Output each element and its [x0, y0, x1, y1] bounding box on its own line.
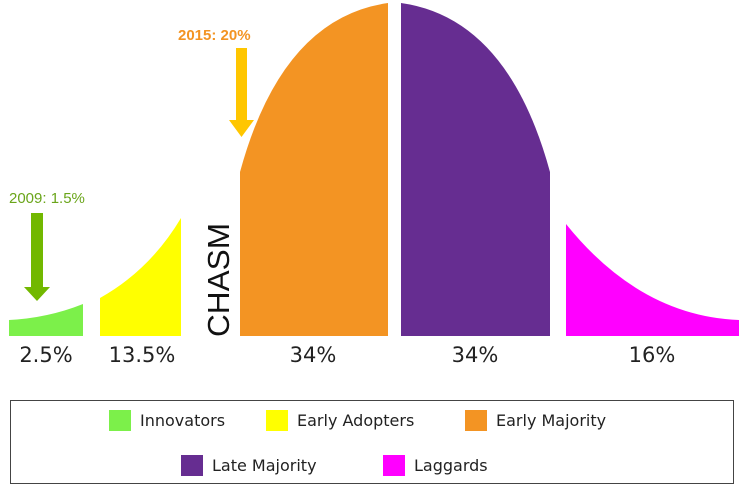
legend-label-innovators: Innovators — [140, 410, 226, 430]
percent-early-adopters: 13.5% — [109, 343, 176, 367]
legend-label-early-adopters: Early Adopters — [297, 410, 415, 430]
legend-item-early-majority: Early Majority — [465, 409, 606, 431]
annotation-2009: 2009: 1.5% — [9, 190, 85, 207]
legend-swatch-early-majority — [465, 409, 487, 431]
innovators-segment — [9, 304, 83, 336]
legend-swatch-late-majority — [181, 454, 203, 476]
late-majority-segment — [401, 3, 550, 336]
legend: Innovators Early Adopters Early Majority… — [10, 400, 734, 484]
arrow-2009-icon — [24, 213, 50, 301]
legend-label-late-majority: Late Majority — [212, 455, 317, 475]
percent-early-majority: 34% — [290, 343, 337, 367]
legend-item-laggards: Laggards — [383, 454, 488, 476]
legend-item-late-majority: Late Majority — [181, 454, 317, 476]
chasm-label: CHASM — [201, 223, 236, 337]
percent-innovators: 2.5% — [19, 343, 72, 367]
laggards-segment — [566, 224, 739, 336]
legend-label-early-majority: Early Majority — [496, 410, 607, 430]
early-adopters-segment — [100, 218, 181, 336]
arrow-2015-icon — [229, 48, 254, 137]
early-majority-segment — [240, 3, 388, 336]
legend-item-early-adopters: Early Adopters — [266, 409, 414, 431]
percent-late-majority: 34% — [452, 343, 499, 367]
annotation-2015: 2015: 20% — [178, 27, 251, 44]
legend-label-laggards: Laggards — [414, 455, 488, 475]
legend-swatch-early-adopters — [266, 409, 288, 431]
legend-swatch-laggards — [383, 454, 405, 476]
legend-swatch-innovators — [109, 409, 131, 431]
legend-item-innovators: Innovators — [109, 409, 225, 431]
percent-laggards: 16% — [629, 343, 676, 367]
